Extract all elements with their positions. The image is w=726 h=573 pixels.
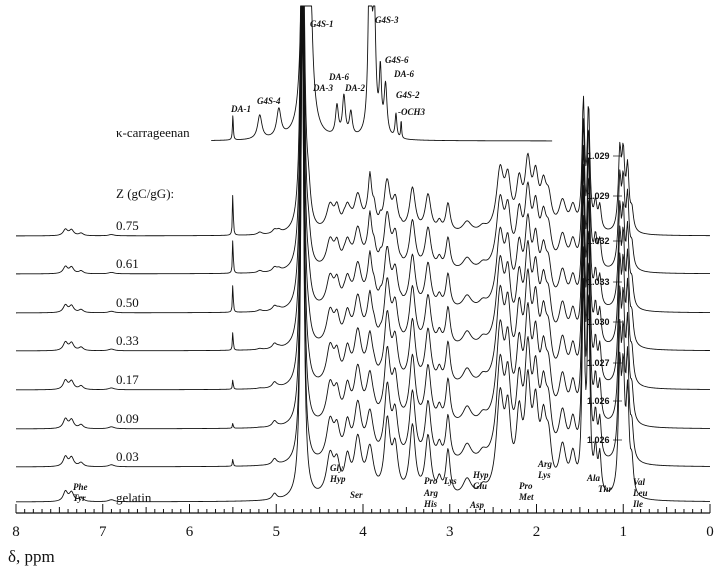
x-tick-label: 0 <box>706 524 714 540</box>
peak-label-gelatin: Leu <box>632 488 648 498</box>
methyl-shift-label: 1.029 <box>587 191 610 201</box>
peak-label-carrageenan: G4S-4 <box>257 96 281 106</box>
series-label: 0.61 <box>116 256 139 271</box>
series-label: 0.03 <box>116 449 139 464</box>
x-tick-label: 7 <box>99 524 107 540</box>
peak-label-gelatin: Ala <box>586 473 601 483</box>
peak-label-gelatin: Val <box>633 477 646 487</box>
spectrum-line-0.33 <box>15 5 711 352</box>
spectrum-line-0.09 <box>16 5 710 430</box>
peak-label-gelatin: His <box>423 499 438 509</box>
peak-label-carrageenan: G4S-2 <box>396 90 420 100</box>
x-tick-label: 5 <box>273 524 281 540</box>
peak-label-gelatin: Ser <box>350 490 363 500</box>
spectra-layer <box>15 5 711 503</box>
peak-label-carrageenan: DA-3 <box>312 83 333 93</box>
z-header: Z (gC/gG): <box>116 186 174 201</box>
x-tick-label: 3 <box>446 524 454 540</box>
spectrum-line-0.03 <box>15 18 711 468</box>
peak-label-gelatin: Gly <box>330 463 344 473</box>
methyl-shift-label: 1.030 <box>587 317 610 327</box>
peak-label-carrageenan: G4S-1 <box>310 19 334 29</box>
spectrum-line-gelatin <box>16 5 711 503</box>
spectrum-line-0.50 <box>16 5 711 314</box>
peak-label-gelatin: Pro <box>519 481 533 491</box>
peak-label-gelatin: Hyp <box>472 470 489 480</box>
peak-label-gelatin: Tyr <box>73 493 86 503</box>
peak-label-carrageenan: DA-6 <box>328 72 349 82</box>
peak-label-gelatin: Pro <box>424 476 438 486</box>
x-axis-title: δ, ppm <box>8 547 55 566</box>
peak-label-gelatin: Met <box>518 492 534 502</box>
peak-label-gelatin: Lys <box>537 470 551 480</box>
methyl-shift-label: 1.026 <box>587 435 610 445</box>
peak-label-carrageenan: DA-6 <box>393 69 414 79</box>
peak-label-carrageenan: G4S-6 <box>385 55 409 65</box>
methyl-shift-label: 1.029 <box>587 151 610 161</box>
peak-label-gelatin: Hyp <box>329 474 346 484</box>
spectrum-line-0.61 <box>16 5 711 275</box>
x-tick-label: 6 <box>186 524 194 540</box>
peak-label-gelatin: Ile <box>632 499 643 509</box>
peak-label-gelatin: Arg <box>537 459 553 469</box>
labels-layer: κ-carrageenan 0.75 0.61 0.50 0.33 0.17 0.09 0.0… <box>73 15 648 510</box>
spectrum-line-0.17 <box>16 5 711 391</box>
peak-label-gelatin: Glu <box>473 481 487 491</box>
series-label: κ-carrageenan <box>116 125 190 140</box>
series-label: 0.09 <box>116 411 139 426</box>
peak-label-gelatin: Lys <box>443 476 457 486</box>
spectrum-line-carrageenan <box>211 5 553 142</box>
peak-label-carrageenan: DA-2 <box>344 83 365 93</box>
methyl-shift-label: 1.027 <box>587 358 610 368</box>
series-label: 0.75 <box>116 218 139 233</box>
methyl-shift-label: 1.032 <box>587 236 610 246</box>
peak-label-gelatin: Thr <box>598 484 613 494</box>
x-axis: 8 7 6 5 4 3 2 1 0 <box>12 504 714 540</box>
x-tick-label: 2 <box>533 524 541 540</box>
peak-label-carrageenan: DA-1 <box>230 104 251 114</box>
series-label: 0.50 <box>116 295 139 310</box>
x-tick-label: 8 <box>12 524 20 540</box>
series-label: 0.17 <box>116 372 139 387</box>
methyl-shift-label: 1.026 <box>587 396 610 406</box>
methyl-shift-label: 1.033 <box>587 277 610 287</box>
x-tick-label: 4 <box>359 524 367 540</box>
peak-label-gelatin: Phe <box>73 482 88 492</box>
spectrum-line-0.75 <box>16 5 711 237</box>
series-label: 0.33 <box>116 333 139 348</box>
peak-label-gelatin: Asp <box>469 500 485 510</box>
peak-label-carrageenan: -OCH3 <box>398 107 426 117</box>
peak-label-gelatin: Arg <box>423 488 439 498</box>
series-label: gelatin <box>116 490 152 505</box>
x-tick-label: 1 <box>620 524 628 540</box>
peak-label-carrageenan: G4S-3 <box>375 15 399 25</box>
